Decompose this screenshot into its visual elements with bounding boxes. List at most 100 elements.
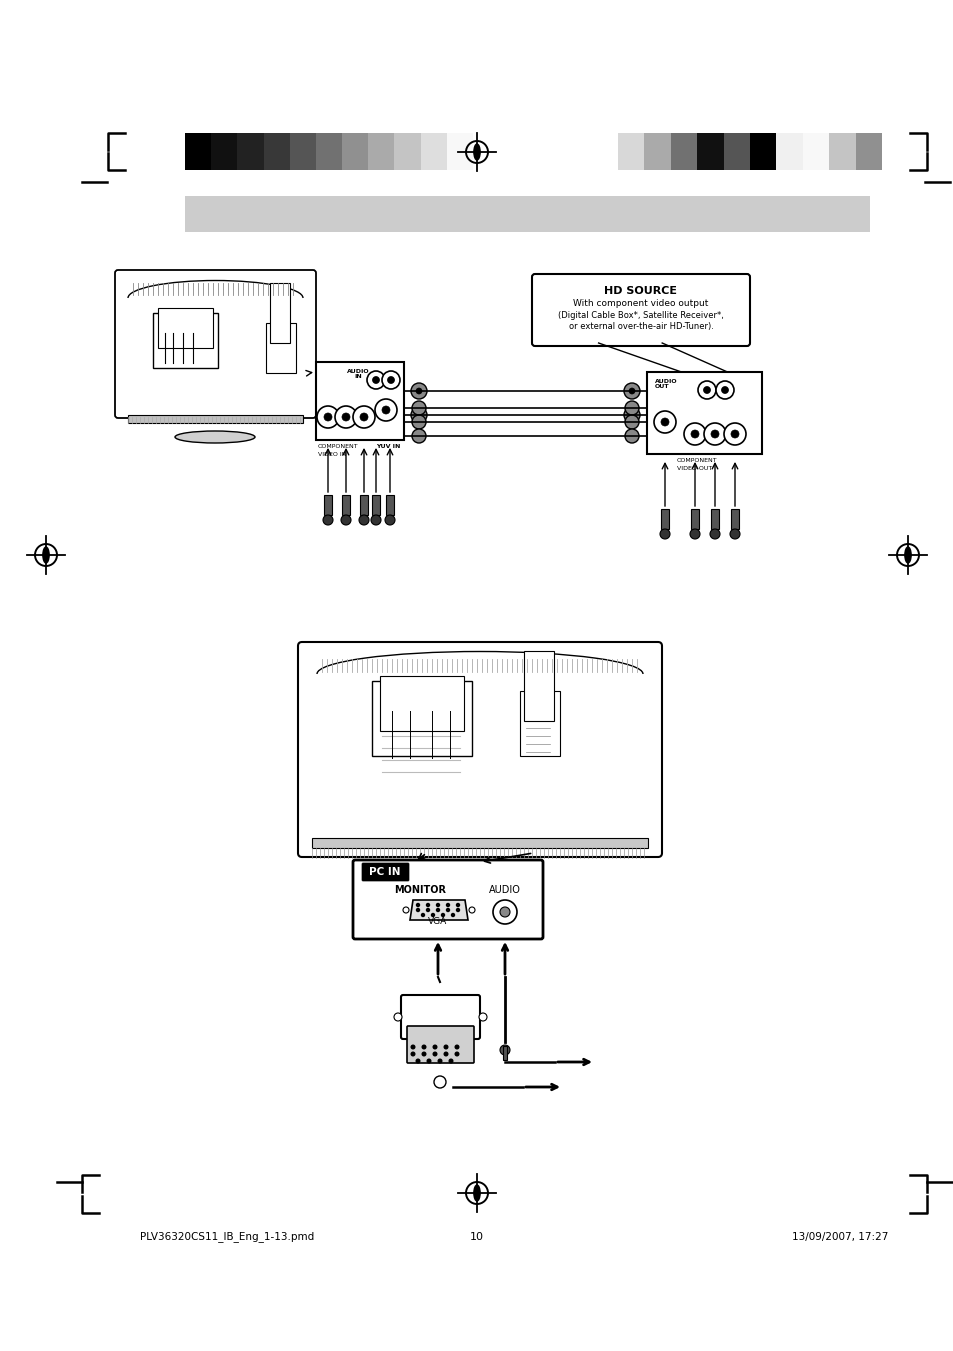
Text: HD SOURCE: HD SOURCE (604, 286, 677, 296)
Circle shape (433, 1052, 436, 1055)
Bar (690, 509, 699, 530)
Circle shape (416, 388, 421, 394)
Bar (152, 313, 218, 367)
Text: VIDEO OUT: VIDEO OUT (677, 466, 712, 471)
Circle shape (437, 1059, 441, 1063)
Bar (315, 132, 342, 170)
Bar (315, 362, 403, 440)
Text: VIDEO IN: VIDEO IN (317, 453, 346, 457)
Bar (523, 651, 554, 721)
Bar (710, 509, 719, 530)
Circle shape (624, 430, 639, 443)
Circle shape (628, 412, 635, 417)
FancyBboxPatch shape (407, 1025, 474, 1063)
Circle shape (456, 904, 459, 907)
Circle shape (446, 904, 449, 907)
Bar (128, 415, 303, 423)
Text: COMPONENT: COMPONENT (317, 444, 358, 449)
Circle shape (372, 377, 379, 384)
Ellipse shape (42, 546, 50, 563)
Bar (342, 132, 368, 170)
Bar (185, 196, 869, 232)
Circle shape (451, 913, 454, 916)
Circle shape (426, 908, 429, 912)
Circle shape (367, 372, 385, 389)
Bar (828, 132, 855, 170)
Text: AUDIO: AUDIO (489, 885, 520, 894)
Circle shape (689, 530, 700, 539)
Circle shape (478, 1013, 486, 1021)
Circle shape (426, 904, 429, 907)
Bar (379, 676, 463, 731)
FancyBboxPatch shape (361, 863, 409, 881)
Circle shape (499, 907, 510, 917)
Circle shape (411, 382, 427, 399)
Circle shape (623, 407, 639, 423)
Bar (386, 494, 394, 515)
Bar (290, 132, 315, 170)
Circle shape (371, 515, 380, 526)
Circle shape (729, 530, 740, 539)
Circle shape (412, 430, 426, 443)
Circle shape (411, 407, 427, 423)
Circle shape (416, 1059, 419, 1063)
Circle shape (690, 430, 699, 438)
Circle shape (416, 412, 421, 417)
Bar (372, 681, 472, 757)
Bar (730, 509, 739, 530)
Circle shape (381, 372, 399, 389)
Text: VGA: VGA (428, 917, 447, 927)
Circle shape (723, 423, 745, 444)
Bar (670, 132, 697, 170)
Circle shape (441, 913, 444, 916)
FancyBboxPatch shape (532, 274, 749, 346)
Circle shape (444, 1046, 447, 1048)
Circle shape (456, 908, 459, 912)
Bar (646, 372, 761, 454)
Bar (368, 132, 394, 170)
FancyBboxPatch shape (400, 994, 479, 1039)
Text: PLV36320CS11_IB_Eng_1-13.pmd: PLV36320CS11_IB_Eng_1-13.pmd (140, 1232, 314, 1243)
Ellipse shape (473, 143, 480, 161)
Bar (697, 132, 722, 170)
Text: MONITOR: MONITOR (394, 885, 446, 894)
Bar (324, 494, 332, 515)
Circle shape (316, 407, 338, 428)
Bar (802, 132, 828, 170)
Bar (372, 494, 379, 515)
Bar (618, 132, 643, 170)
Text: 13/09/2007, 17:27: 13/09/2007, 17:27 (791, 1232, 887, 1242)
Bar (394, 132, 420, 170)
Bar (749, 132, 776, 170)
Text: PC IN: PC IN (369, 867, 400, 877)
Circle shape (421, 913, 424, 916)
Ellipse shape (473, 1185, 480, 1202)
Circle shape (654, 411, 676, 434)
Circle shape (455, 1052, 458, 1055)
Text: (Digital Cable Box*, Satellite Receiver*,: (Digital Cable Box*, Satellite Receiver*… (558, 311, 723, 319)
Circle shape (358, 515, 369, 526)
Circle shape (324, 413, 332, 422)
Bar (270, 282, 290, 343)
Circle shape (730, 430, 739, 438)
Ellipse shape (903, 546, 911, 563)
Circle shape (359, 413, 368, 422)
Circle shape (436, 908, 439, 912)
Circle shape (624, 401, 639, 415)
Bar (211, 132, 237, 170)
Bar (341, 494, 350, 515)
Circle shape (469, 907, 475, 913)
Text: AUDIO
OUT: AUDIO OUT (655, 378, 677, 389)
Bar (855, 132, 882, 170)
Bar (263, 132, 290, 170)
Circle shape (427, 1059, 431, 1063)
Circle shape (710, 430, 719, 438)
Text: 10: 10 (470, 1232, 483, 1242)
Bar (312, 838, 647, 848)
Circle shape (433, 1046, 436, 1048)
Circle shape (720, 386, 728, 393)
Text: With component video output: With component video output (573, 300, 708, 308)
Text: COMPONENT: COMPONENT (677, 458, 717, 463)
Circle shape (335, 407, 356, 428)
Circle shape (341, 413, 350, 422)
